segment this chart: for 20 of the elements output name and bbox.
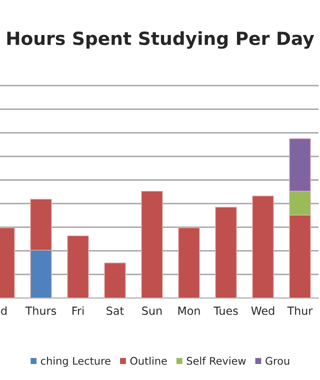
x-tick-label: Sun <box>142 306 162 315</box>
x-tick-label: Tues <box>214 306 238 315</box>
legend-label: Grou <box>266 356 290 365</box>
bar <box>252 196 274 298</box>
x-tick-label: Fri <box>72 306 84 315</box>
x-tick-label: Sat <box>106 306 124 315</box>
legend-label: Outline <box>130 356 167 365</box>
bar <box>141 190 163 298</box>
bar <box>215 206 237 298</box>
x-tick-label: Thur <box>287 306 313 315</box>
x-tick-label: Mon <box>178 306 200 315</box>
bar <box>104 262 126 298</box>
x-tick-label: d <box>1 306 7 315</box>
chart-title: Hours Spent Studying Per Day <box>7 31 314 49</box>
legend-label: Self Review <box>186 356 246 365</box>
legend-label: ching Lecture <box>40 356 110 367</box>
x-tick-label: Wed <box>251 306 274 315</box>
bar <box>67 235 89 298</box>
bar <box>178 227 200 298</box>
x-tick-label: Thurs <box>25 306 56 315</box>
